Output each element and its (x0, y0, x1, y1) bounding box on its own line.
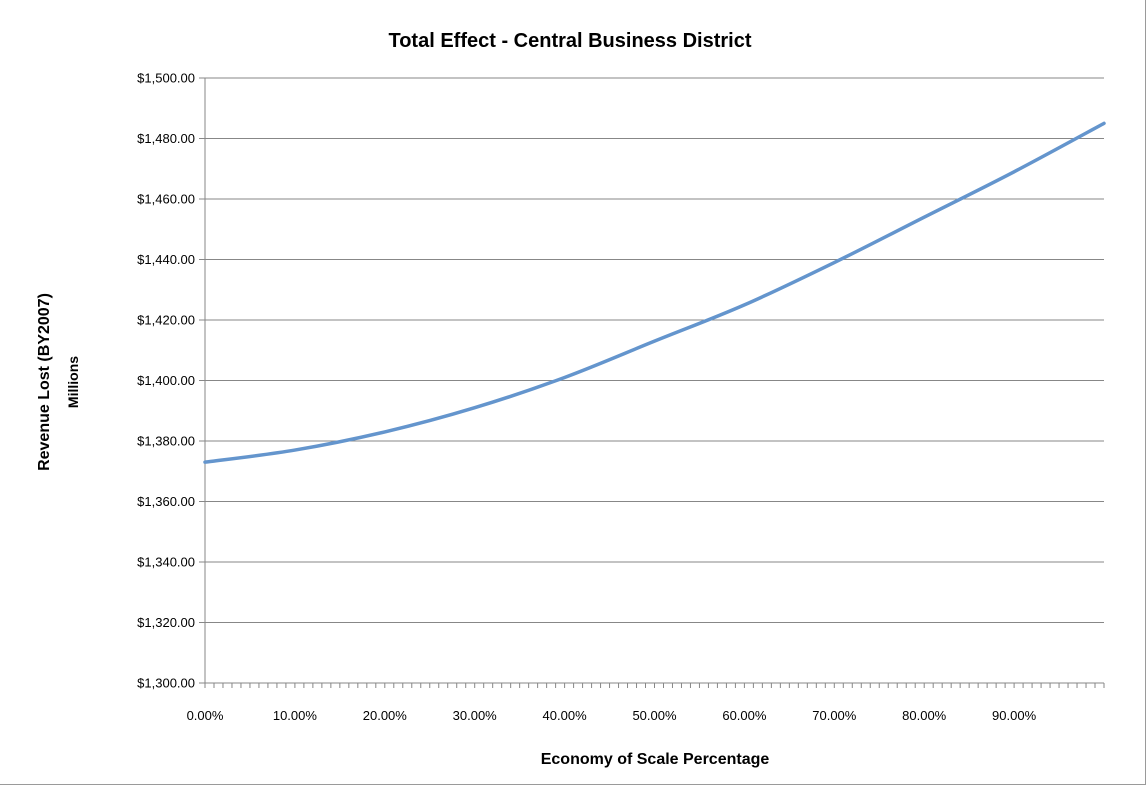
y-axis-unit-label: Millions (65, 356, 81, 408)
x-tick-label: 30.00% (453, 708, 498, 723)
series-line (203, 121, 1106, 464)
y-tick-label: $1,360.00 (137, 494, 195, 509)
y-tick-label: $1,460.00 (137, 192, 195, 207)
x-tick-label: 90.00% (992, 708, 1037, 723)
y-tick-label: $1,340.00 (137, 555, 195, 570)
y-tick-label: $1,380.00 (137, 434, 195, 449)
y-tick-label: $1,500.00 (137, 71, 195, 86)
gridlines (205, 77, 1104, 623)
y-tick-label: $1,440.00 (137, 252, 195, 267)
x-tick-label: 50.00% (632, 708, 677, 723)
y-tick-label: $1,480.00 (137, 131, 195, 146)
x-tick-label: 20.00% (363, 708, 408, 723)
series-layer (203, 121, 1106, 464)
y-tick-label: $1,320.00 (137, 615, 195, 630)
x-axis-title: Economy of Scale Percentage (541, 751, 770, 768)
x-tick-label: 70.00% (812, 708, 857, 723)
y-tick-label: $1,420.00 (137, 313, 195, 328)
tick-labels: $1,300.00 $1,320.00 $1,340.00 $1,360.00 $1,3… (137, 71, 1036, 724)
x-tick-label: 80.00% (902, 708, 947, 723)
x-tick-label: 60.00% (722, 708, 767, 723)
chart-title: Total Effect - Central Business District (388, 30, 751, 52)
y-tick-label: $1,300.00 (137, 676, 195, 691)
axes (199, 77, 1105, 688)
x-tick-label: 10.00% (273, 708, 318, 723)
y-axis-title: Revenue Lost (BY2007) (36, 293, 53, 471)
x-tick-label: 40.00% (543, 708, 588, 723)
y-tick-label: $1,400.00 (137, 373, 195, 388)
x-tick-label: 0.00% (187, 708, 224, 723)
